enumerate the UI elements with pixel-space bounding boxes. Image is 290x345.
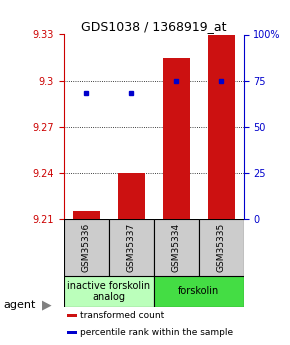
Bar (163, 58, 190, 219)
Bar (64, 219, 109, 276)
Bar (118, 173, 145, 219)
Text: inactive forskolin
analog: inactive forskolin analog (67, 280, 150, 302)
Bar (64, 276, 154, 307)
Bar (154, 219, 199, 276)
Bar (154, 276, 244, 307)
Text: forskolin: forskolin (178, 286, 219, 296)
Bar (67, 314, 77, 317)
Text: GSM35334: GSM35334 (172, 223, 181, 272)
Bar (199, 219, 244, 276)
Text: GSM35335: GSM35335 (217, 223, 226, 272)
Text: GSM35337: GSM35337 (127, 223, 136, 272)
Text: transformed count: transformed count (80, 310, 165, 319)
Bar (67, 332, 77, 334)
Bar (208, 34, 235, 219)
Title: GDS1038 / 1368919_at: GDS1038 / 1368919_at (81, 20, 226, 33)
Bar (73, 211, 100, 219)
Text: agent: agent (3, 300, 35, 310)
Text: ▶: ▶ (42, 299, 52, 312)
Text: percentile rank within the sample: percentile rank within the sample (80, 328, 233, 337)
Bar (109, 219, 154, 276)
Text: GSM35336: GSM35336 (82, 223, 91, 272)
